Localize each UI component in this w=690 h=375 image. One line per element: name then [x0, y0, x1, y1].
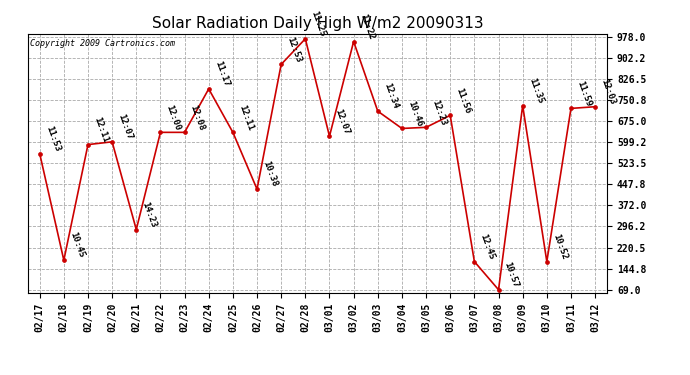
Text: 14:23: 14:23	[141, 201, 158, 229]
Text: 11:53: 11:53	[44, 124, 61, 153]
Text: 11:17: 11:17	[213, 60, 230, 88]
Text: 11:35: 11:35	[527, 76, 544, 105]
Text: 12:45: 12:45	[479, 232, 496, 261]
Text: 11:59: 11:59	[575, 79, 593, 108]
Text: 12:07: 12:07	[334, 107, 351, 135]
Text: 12:11: 12:11	[92, 116, 110, 144]
Text: 12:07: 12:07	[117, 113, 134, 141]
Text: Copyright 2009 Cartronics.com: Copyright 2009 Cartronics.com	[30, 39, 175, 48]
Text: 10:38: 10:38	[262, 160, 279, 188]
Text: 12:34: 12:34	[382, 82, 400, 110]
Text: 10:52: 10:52	[551, 232, 569, 261]
Text: 10:57: 10:57	[503, 261, 520, 289]
Text: 12:53: 12:53	[286, 35, 303, 64]
Text: 12:03: 12:03	[600, 78, 617, 106]
Text: 10:45: 10:45	[68, 231, 86, 260]
Text: 11:22: 11:22	[358, 12, 375, 41]
Text: 11:56: 11:56	[455, 86, 472, 115]
Text: 12:11: 12:11	[237, 103, 255, 132]
Text: 10:46: 10:46	[406, 99, 424, 128]
Text: 12:23: 12:23	[431, 98, 448, 126]
Text: 12:08: 12:08	[189, 103, 206, 132]
Text: 11:25: 11:25	[310, 10, 327, 38]
Text: 12:00: 12:00	[165, 103, 182, 132]
Title: Solar Radiation Daily High W/m2 20090313: Solar Radiation Daily High W/m2 20090313	[152, 16, 483, 31]
